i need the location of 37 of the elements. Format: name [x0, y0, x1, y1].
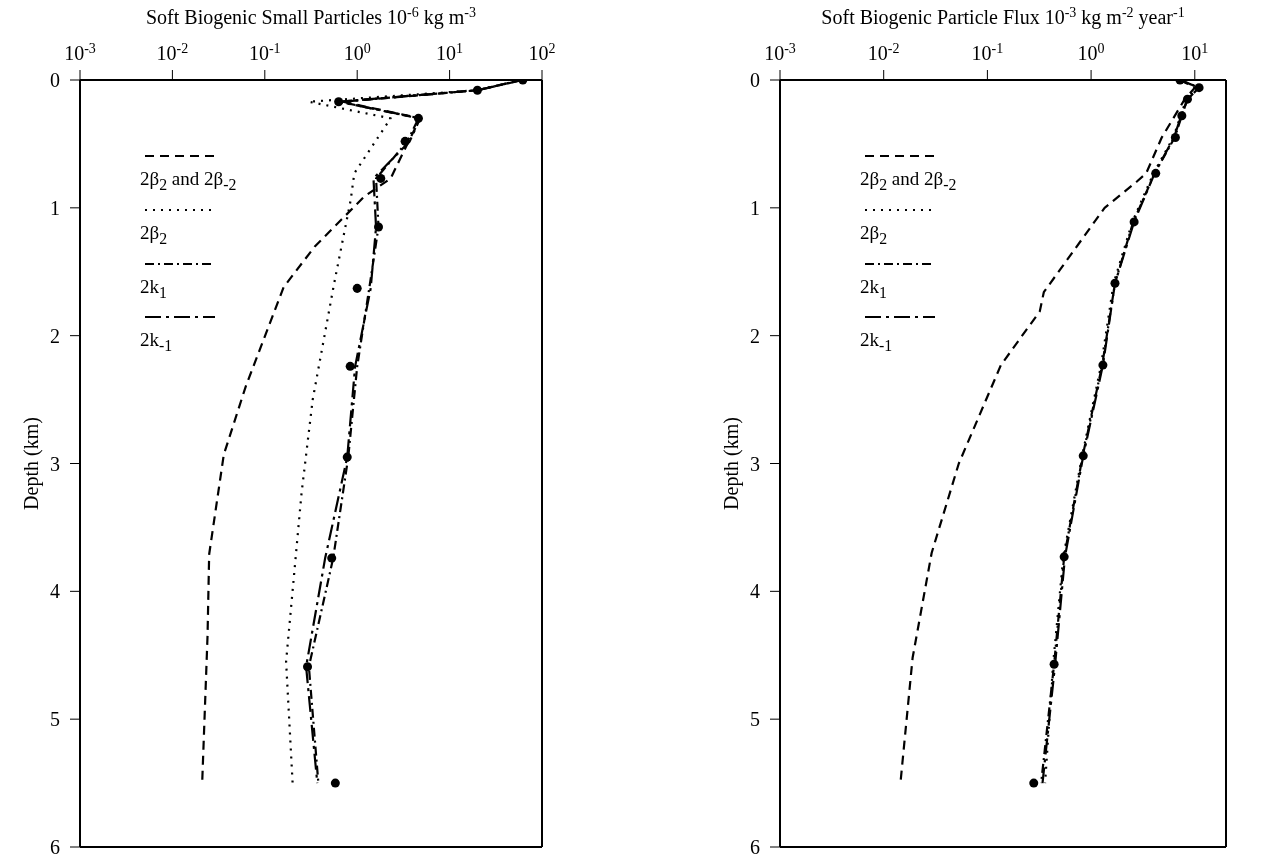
- y-tick-label: 2: [50, 324, 60, 347]
- y-axis-title: Depth (km): [20, 417, 43, 510]
- y-tick-label: 6: [750, 836, 760, 858]
- x-tick-label: 10$^{0}$: [1077, 40, 1105, 64]
- y-tick-label: 4: [750, 580, 760, 603]
- x-tick-label: 10$^{-2}$: [156, 40, 189, 64]
- x-tick-label: 10$^{-3}$: [764, 40, 796, 64]
- x-tick-label: 10$^{1}$: [436, 40, 464, 64]
- y-tick-label: 4: [50, 580, 60, 603]
- x-tick-label: 10$^{-1}$: [971, 40, 1004, 64]
- y-tick-label: 2: [750, 324, 760, 347]
- y-tick-label: 5: [50, 708, 60, 731]
- y-tick-label: 5: [750, 708, 760, 731]
- x-tick-label: 10$^{2}$: [528, 40, 556, 64]
- legend-label: 2k$_{-1}$: [140, 329, 174, 356]
- y-axis-title: Depth (km): [720, 417, 743, 510]
- x-tick-label: 10$^{-3}$: [64, 40, 96, 64]
- x-axis-title: Soft Biogenic Particle Flux 10$^{-3}$ kg m$^{-2}$ year$^{-1}$: [821, 4, 1185, 29]
- y-tick-label: 1: [50, 196, 60, 219]
- y-tick-label: 0: [750, 69, 760, 91]
- legend-label: 2k$_{1}$: [140, 275, 168, 302]
- legend-label: 2β$_{2}$ and 2β$_{-2}$: [860, 168, 957, 194]
- y-tick-label: 1: [750, 196, 760, 219]
- x-axis-title: Soft Biogenic Small Particles 10$^{-6}$ kg m$^{-3}$: [146, 4, 476, 29]
- legend-label: 2k$_{1}$: [860, 275, 888, 302]
- x-tick-label: 10$^{-1}$: [248, 40, 281, 64]
- y-tick-label: 3: [50, 452, 60, 475]
- y-tick-label: 3: [750, 452, 760, 475]
- legend-label: 2β$_{2}$: [140, 221, 169, 248]
- y-tick-label: 0: [50, 69, 60, 91]
- x-tick-label: 10$^{0}$: [343, 40, 371, 64]
- x-tick-label: 10$^{1}$: [1181, 40, 1209, 64]
- legend-label: 2k$_{-1}$: [860, 329, 894, 356]
- legend-label: 2β$_{2}$: [860, 221, 889, 248]
- y-tick-label: 6: [50, 836, 60, 858]
- legend-label: 2β$_{2}$ and 2β$_{-2}$: [140, 168, 237, 194]
- x-tick-label: 10$^{-2}$: [867, 40, 900, 64]
